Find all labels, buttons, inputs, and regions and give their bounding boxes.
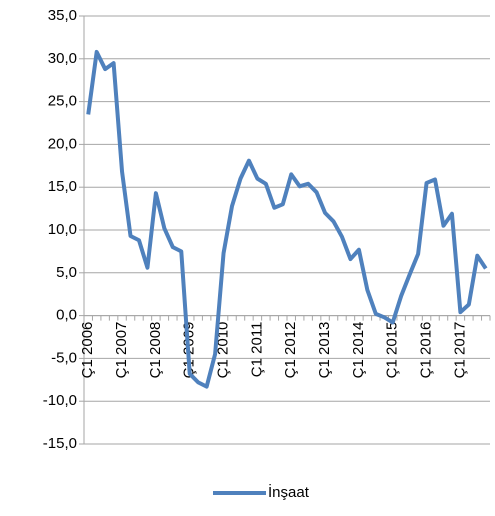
- x-tick-label: Ç1 2010: [215, 322, 232, 379]
- y-tick-label: -15,0: [43, 435, 77, 452]
- x-tick-label: Ç1 2012: [282, 322, 299, 379]
- y-tick-label: -10,0: [43, 392, 77, 409]
- y-tick-label: 30,0: [48, 50, 77, 67]
- y-tick-label: 15,0: [48, 178, 77, 195]
- x-tick-label: Ç1 2013: [316, 322, 333, 379]
- y-tick-label: 20,0: [48, 135, 77, 152]
- x-tick-label: Ç1 2007: [113, 322, 130, 379]
- x-tick-label: Ç1 2014: [350, 322, 367, 379]
- y-tick-label: 35,0: [48, 7, 77, 24]
- x-tick-label: Ç1 2015: [384, 322, 401, 379]
- legend-label: İnşaat: [268, 483, 310, 501]
- x-tick-label: Ç1 2016: [418, 322, 435, 379]
- x-tick-label: Ç1 2006: [79, 322, 96, 379]
- y-tick-label: 25,0: [48, 93, 77, 110]
- y-tick-label: 5,0: [56, 264, 77, 281]
- y-tick-label: -5,0: [51, 349, 77, 366]
- y-tick-label: 10,0: [48, 221, 77, 238]
- x-tick-label: Ç1 2008: [147, 322, 164, 379]
- x-tick-label: Ç1 2017: [451, 322, 468, 379]
- y-tick-label: 0,0: [56, 307, 77, 324]
- x-tick-label: Ç1 2011: [248, 322, 265, 378]
- series-line: [86, 49, 488, 389]
